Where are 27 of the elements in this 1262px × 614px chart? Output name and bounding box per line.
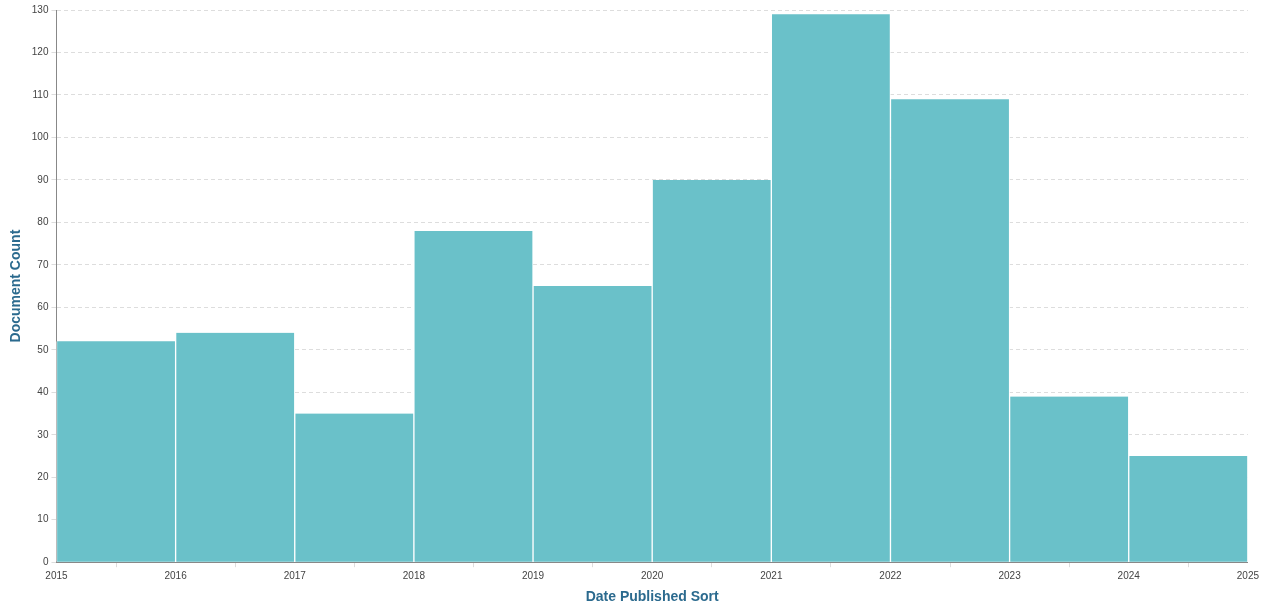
x-tick-label: 2025 [1236, 569, 1260, 581]
x-tick-label: 2020 [641, 569, 664, 581]
x-tick-label: 2016 [164, 569, 188, 581]
x-tick-label: 2023 [998, 569, 1022, 581]
y-tick-label: 10 [37, 513, 49, 525]
y-tick-label: 130 [31, 3, 49, 15]
y-tick-label: 20 [37, 471, 49, 482]
x-tick-label: 2017 [283, 569, 307, 581]
y-tick-label: 30 [37, 428, 49, 440]
x-tick-label: 2019 [521, 569, 545, 581]
x-tick-label: 2015 [45, 569, 69, 581]
y-tick-label: 70 [37, 258, 49, 270]
y-tick-label: 50 [37, 343, 49, 355]
y-tick-label: 100 [31, 131, 49, 143]
x-axis-title: Date Published Sort [585, 588, 720, 605]
y-tick-label: 80 [37, 216, 49, 228]
y-tick-label: 110 [32, 88, 49, 100]
y-tick-label: 60 [37, 301, 49, 313]
y-tick-label: 90 [37, 173, 49, 185]
y-tick-label: 40 [37, 386, 49, 398]
x-tick-label: 2022 [879, 569, 903, 581]
y-axis-title: Document Count [7, 229, 24, 343]
y-tick-label: 0 [42, 555, 49, 567]
x-tick-label: 2024 [1117, 569, 1141, 581]
x-tick-label: 2021 [760, 569, 783, 581]
y-tick-label: 120 [31, 46, 49, 58]
x-tick-label: 2018 [402, 569, 426, 581]
